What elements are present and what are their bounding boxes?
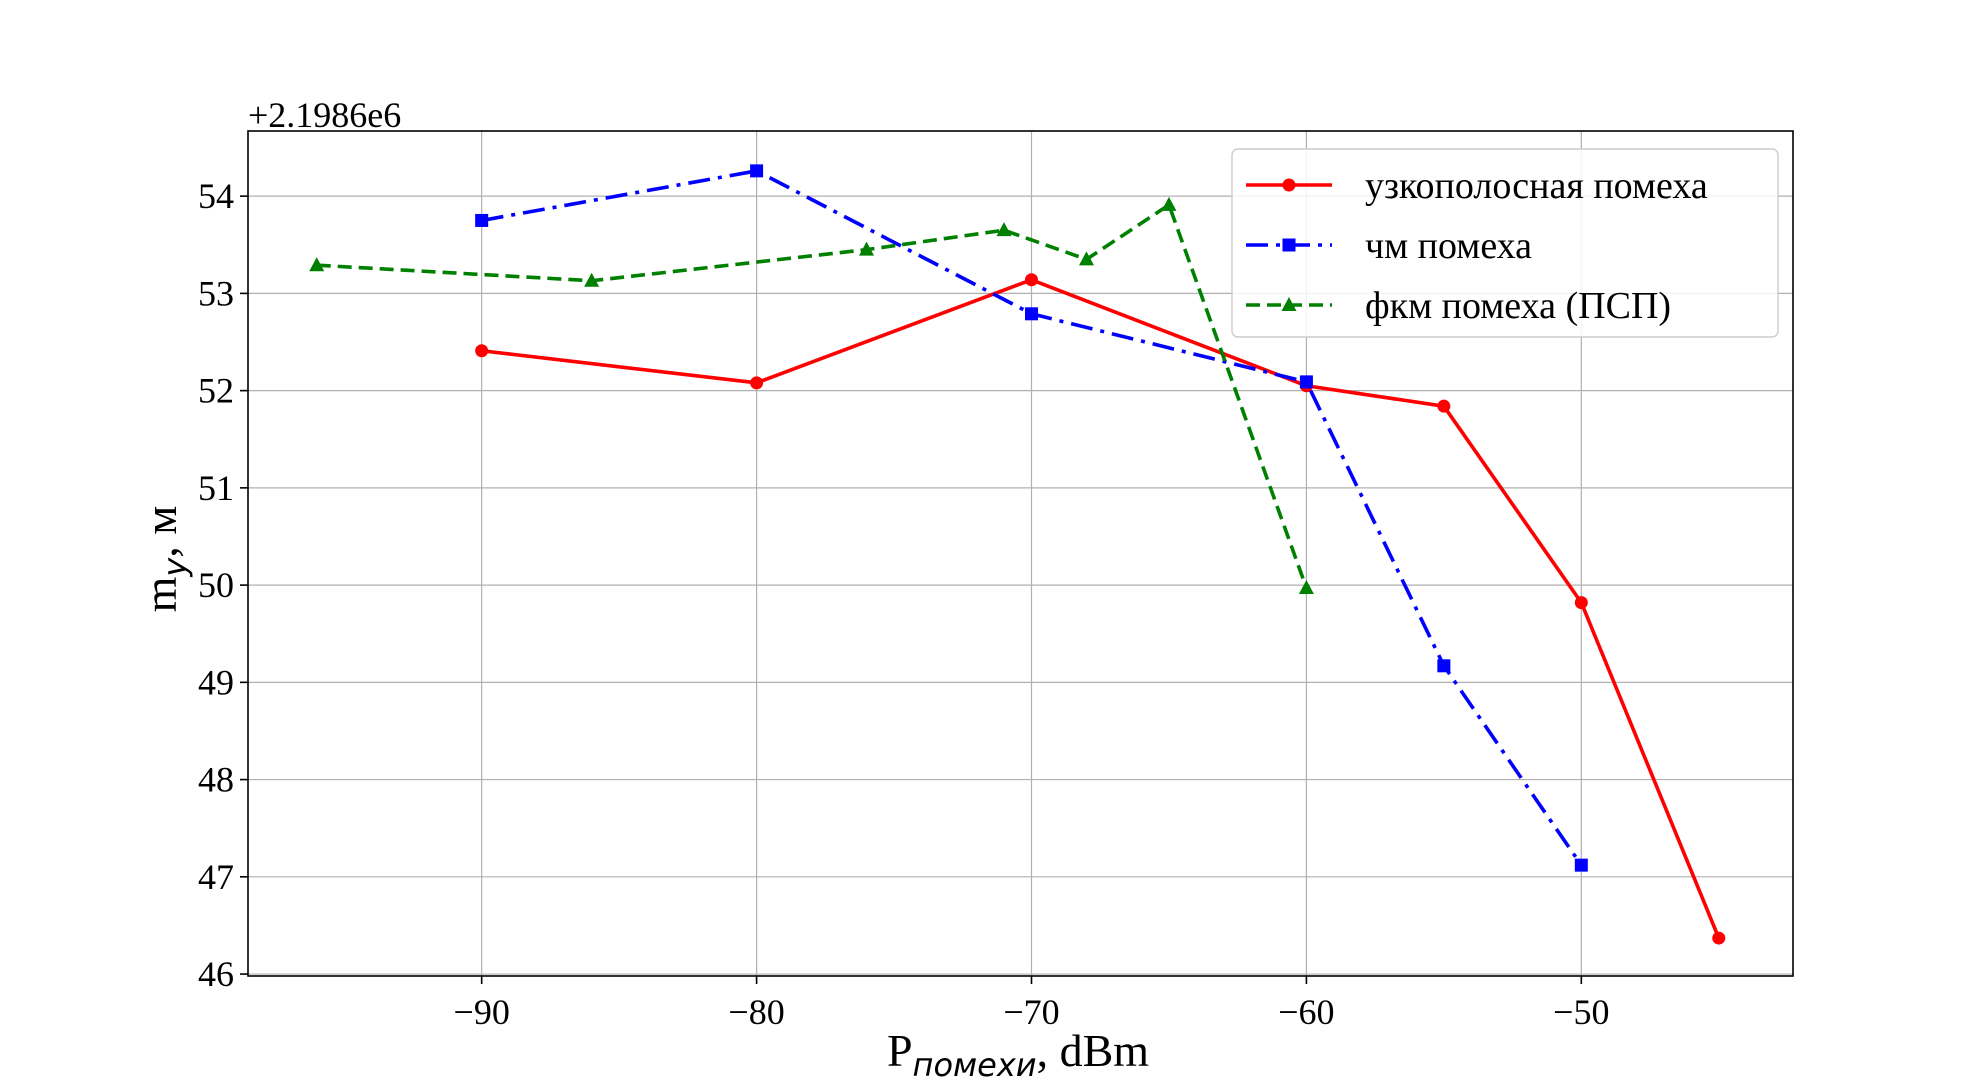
grid bbox=[248, 131, 1793, 976]
y-tick-label: 54 bbox=[198, 176, 234, 216]
data-point bbox=[584, 272, 600, 287]
axis-ticks: −90 −80 −70 −60 −50 46 47 48 49 50 51 52 53 54 bbox=[198, 176, 1609, 1032]
data-point bbox=[750, 376, 764, 390]
data-point bbox=[1299, 375, 1313, 389]
y-tick-label: 47 bbox=[198, 857, 234, 897]
data-point bbox=[996, 222, 1012, 237]
data-point bbox=[475, 213, 489, 227]
data-point bbox=[1712, 931, 1726, 945]
y-axis-label-main: m bbox=[135, 576, 186, 612]
legend: узкополосная помеха чм помеха фкм помеха (… bbox=[1231, 148, 1779, 338]
y-offset-label: +2.1986e6 bbox=[248, 95, 401, 135]
data-point bbox=[1298, 580, 1314, 595]
series-line bbox=[481, 169, 1583, 867]
y-tick-label: 49 bbox=[198, 662, 234, 702]
data-series bbox=[309, 164, 1726, 945]
data-point bbox=[1024, 273, 1038, 287]
legend-marker bbox=[1282, 238, 1296, 252]
y-tick-label: 53 bbox=[198, 273, 234, 313]
legend-label: узкополосная помеха bbox=[1365, 165, 1708, 207]
x-tick-label: −60 bbox=[1278, 992, 1334, 1032]
legend-label: чм помеха bbox=[1365, 225, 1532, 267]
x-axis-label-subscript: помехи bbox=[913, 1046, 1037, 1084]
x-axis-label: Pпомехи, dBm bbox=[887, 1025, 1149, 1084]
series-3 bbox=[309, 196, 1314, 595]
x-tick-label: −70 bbox=[1003, 992, 1059, 1032]
y-axis-label: my, м bbox=[135, 506, 194, 613]
y-tick-label: 51 bbox=[198, 468, 234, 508]
x-axis-label-rest: , dBm bbox=[1037, 1025, 1150, 1076]
y-tick-label: 52 bbox=[198, 371, 234, 411]
data-point bbox=[859, 241, 875, 256]
x-tick-label: −50 bbox=[1553, 992, 1609, 1032]
y-tick-label: 46 bbox=[198, 954, 234, 994]
data-point bbox=[475, 344, 489, 358]
legend-label: фкм помеха (ПСП) bbox=[1365, 285, 1671, 327]
x-tick-label: −90 bbox=[454, 992, 510, 1032]
x-tick-label: −80 bbox=[728, 992, 784, 1032]
data-point bbox=[1437, 399, 1451, 413]
data-point bbox=[309, 257, 325, 272]
data-point bbox=[1574, 596, 1588, 610]
y-axis-label-subscript: y bbox=[156, 557, 194, 578]
data-point bbox=[1161, 196, 1177, 211]
legend-box bbox=[1231, 148, 1779, 338]
legend-marker bbox=[1281, 297, 1297, 311]
data-point bbox=[1437, 659, 1451, 673]
y-axis-label-rest: , м bbox=[135, 506, 186, 558]
plot-area-frame bbox=[247, 130, 1794, 977]
data-point bbox=[1024, 307, 1038, 321]
data-point bbox=[1078, 251, 1094, 266]
y-tick-label: 50 bbox=[198, 565, 234, 605]
y-tick-label: 48 bbox=[198, 760, 234, 800]
data-point bbox=[1574, 858, 1588, 872]
legend-marker bbox=[1282, 178, 1296, 192]
x-axis-label-main: P bbox=[887, 1025, 913, 1076]
data-point bbox=[750, 164, 764, 178]
series-2 bbox=[475, 164, 1588, 872]
